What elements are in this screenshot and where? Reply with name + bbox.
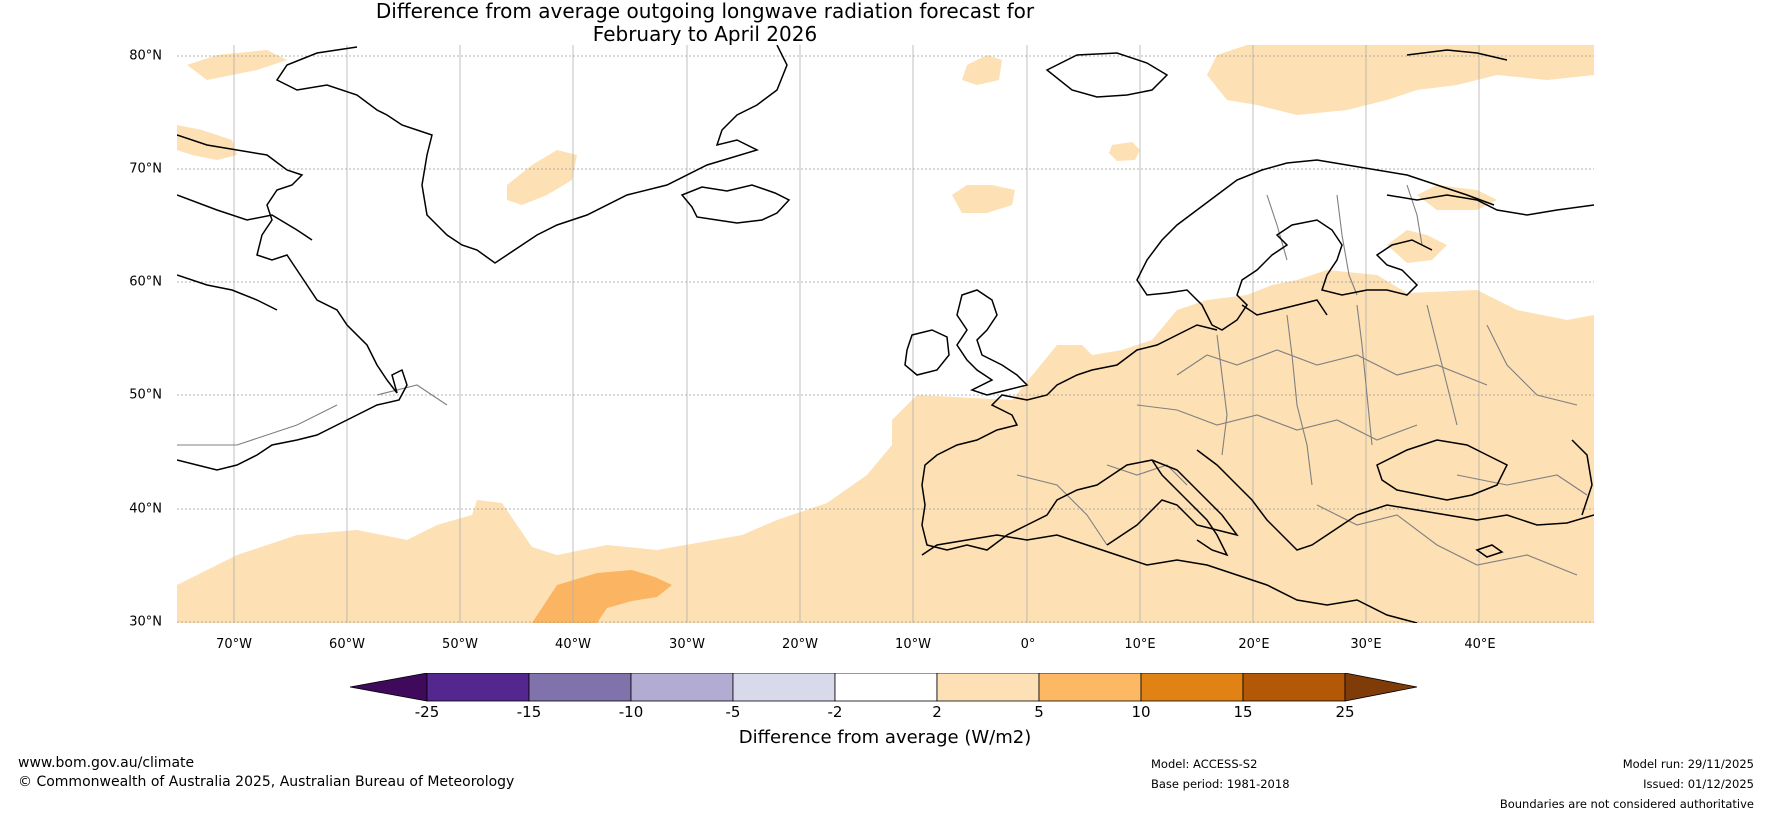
disclaimer-text: Boundaries are not considered authoritat… [1499, 797, 1754, 811]
title-line-1: Difference from average outgoing longwav… [375, 0, 1035, 23]
lat-label-60n: 60°N [129, 274, 162, 290]
colorbar-extension-high [1344, 673, 1418, 702]
lon-label-60w: 60°W [329, 637, 365, 652]
lon-label-10e: 10°E [1124, 637, 1156, 652]
lon-label-20e: 20°E [1238, 637, 1270, 652]
anomaly-fill [177, 45, 1594, 623]
turkey-coast [1356, 504, 1594, 526]
lon-label-50w: 50°W [442, 637, 478, 652]
lat-label-80n: 80°N [129, 48, 162, 64]
colorbar-segment [630, 673, 734, 702]
anomaly-greenland-patch [507, 150, 577, 205]
colorbar-tick: -10 [618, 703, 644, 721]
title-line-2: February to April 2026 [592, 22, 818, 46]
ireland-coast [904, 329, 950, 376]
map-panel [177, 45, 1594, 623]
model-text: Model: ACCESS-S2 [1151, 757, 1258, 771]
website-link[interactable]: www.bom.gov.au/climate [18, 755, 195, 771]
iceland-coast [680, 184, 791, 224]
labrador-coast [177, 274, 278, 311]
map-title: Difference from average outgoing longwav… [0, 0, 1410, 46]
lon-label-0: 0° [1020, 637, 1036, 652]
map-canvas [177, 45, 1594, 623]
model-run-text: Model run: 29/11/2025 [1622, 757, 1754, 771]
colorbar-tick: 25 [1335, 703, 1355, 721]
svalbard-coast [1045, 52, 1169, 98]
lon-label-20w: 20°W [782, 637, 818, 652]
colorbar-label: Difference from average (W/m2) [738, 727, 1032, 748]
kola-coast [1386, 194, 1594, 216]
anomaly-barents-region [1207, 45, 1594, 115]
lat-label-50n: 50°N [129, 387, 162, 403]
colorbar-segment [834, 673, 938, 702]
colorbar [350, 673, 1418, 702]
baltic-coast [1241, 299, 1328, 316]
colorbar-tick: -5 [725, 703, 741, 721]
colorbar-segment [426, 673, 530, 702]
colorbar-segment [1140, 673, 1244, 702]
europe-west-coast [921, 324, 1239, 551]
anomaly-kola-patch [1417, 185, 1497, 210]
cyprus-coast [1475, 544, 1504, 558]
country-borders [177, 184, 1588, 576]
anomaly-europe-region [177, 270, 1594, 623]
colorbar-tick: -2 [827, 703, 843, 721]
black-sea-coast [1376, 439, 1509, 501]
coastlines [177, 45, 1594, 623]
balkans-coast [1196, 449, 1358, 551]
meridians [233, 45, 1480, 623]
anomaly-finland-patch [1387, 230, 1447, 263]
italy-coast [1151, 459, 1229, 557]
lat-label-30n: 30°N [129, 614, 162, 630]
canada-coast [177, 134, 408, 471]
issued-text: Issued: 01/12/2025 [1643, 777, 1754, 791]
lon-label-10w: 10°W [895, 637, 931, 652]
colorbar-tick: 10 [1131, 703, 1151, 721]
colorbar-segment [1038, 673, 1142, 702]
colorbar-tick: -25 [414, 703, 440, 721]
colorbar-extension-low [350, 673, 428, 702]
caspian-coast [1571, 439, 1593, 516]
lat-label-40n: 40°N [129, 501, 162, 517]
africa-coast [921, 534, 1418, 623]
lon-label-40w: 40°W [555, 637, 591, 652]
base-period-text: Base period: 1981-2018 [1151, 777, 1290, 791]
colorbar-segment [528, 673, 632, 702]
lon-label-70w: 70°W [216, 637, 252, 652]
colorbar-tick: 5 [1034, 703, 1044, 721]
lon-label-40e: 40°E [1464, 637, 1496, 652]
anomaly-canada-patch [177, 125, 237, 160]
anomaly-arctic-canada-patch [187, 50, 287, 80]
scandinavia-coast [1136, 159, 1495, 331]
colorbar-tick: 15 [1233, 703, 1253, 721]
colorbar-segment [936, 673, 1040, 702]
novaya-zemlya-coast [1406, 49, 1508, 61]
anomaly-svalbard-patch [962, 55, 1002, 85]
gridlines [177, 55, 1594, 623]
colorbar-tick: -15 [516, 703, 542, 721]
colorbar-segment [1242, 673, 1346, 702]
british-isles-coast [956, 289, 1029, 396]
lat-label-70n: 70°N [129, 161, 162, 177]
lon-label-30e: 30°E [1350, 637, 1382, 652]
baffin-coast [177, 194, 313, 241]
copyright-text: © Commonwealth of Australia 2025, Austra… [18, 774, 515, 790]
anomaly-jan-mayen-patch [1109, 142, 1140, 161]
lon-label-30w: 30°W [669, 637, 705, 652]
greenland-coast [275, 45, 788, 264]
colorbar-tick: 2 [932, 703, 942, 721]
anomaly-orange-atlantic [532, 570, 672, 623]
anomaly-norwegian-sea-patch [952, 185, 1015, 213]
colorbar-segment [732, 673, 836, 702]
